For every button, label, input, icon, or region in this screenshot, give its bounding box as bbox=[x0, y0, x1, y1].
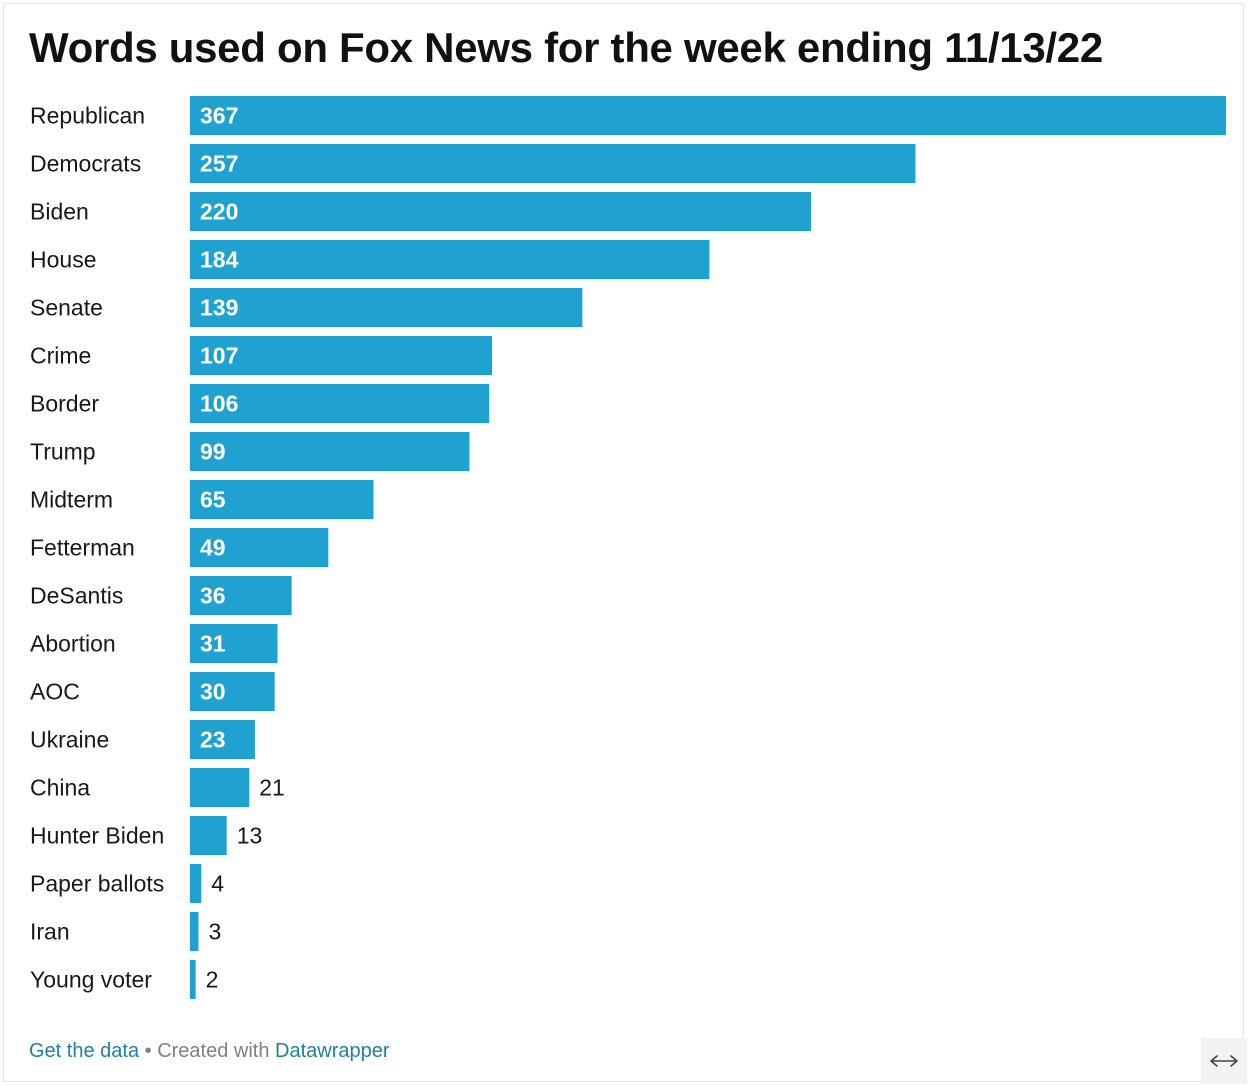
value-label-fetterman: 49 bbox=[200, 535, 226, 561]
bar-aoc bbox=[190, 672, 275, 711]
chart-footer: Get the data • Created with Datawrapper bbox=[29, 1040, 390, 1063]
value-label-desantis: 36 bbox=[200, 583, 226, 609]
category-label-republican: Republican bbox=[30, 103, 145, 129]
bar-ukraine bbox=[190, 720, 255, 759]
value-label-ukraine: 23 bbox=[200, 727, 226, 753]
bar-border bbox=[190, 384, 490, 423]
bar-crime bbox=[190, 336, 493, 375]
category-label-senate: Senate bbox=[30, 295, 103, 321]
category-label-young-voter: Young voter bbox=[30, 967, 152, 993]
value-label-paper-ballots: 4 bbox=[211, 871, 224, 897]
bar-desantis bbox=[190, 576, 292, 615]
bar-iran bbox=[190, 912, 199, 951]
value-label-aoc: 30 bbox=[200, 679, 226, 705]
category-label-hunter-biden: Hunter Biden bbox=[30, 823, 164, 849]
category-label-biden: Biden bbox=[30, 199, 89, 225]
chart-title: Words used on Fox News for the week endi… bbox=[29, 24, 1103, 71]
category-label-trump: Trump bbox=[30, 439, 96, 465]
expand-button[interactable] bbox=[1201, 1038, 1247, 1084]
bar-hunter-biden bbox=[190, 816, 227, 855]
expand-horizontal-icon bbox=[1210, 1055, 1238, 1067]
bar-fetterman bbox=[190, 528, 329, 567]
footer-separator: • Created with bbox=[139, 1040, 276, 1062]
value-label-republican: 367 bbox=[200, 103, 238, 129]
category-label-fetterman: Fetterman bbox=[30, 535, 135, 561]
category-label-paper-ballots: Paper ballots bbox=[30, 871, 164, 897]
bar-democrats bbox=[190, 144, 916, 183]
datawrapper-link[interactable]: Datawrapper bbox=[275, 1040, 390, 1062]
bar-senate bbox=[190, 288, 583, 327]
bar-republican bbox=[190, 96, 1226, 135]
value-label-iran: 3 bbox=[208, 919, 221, 945]
bar-chart: Republican 367 Democrats 257 Biden 220 House 18… bbox=[30, 96, 1226, 999]
value-label-hunter-biden: 13 bbox=[237, 823, 263, 849]
category-label-desantis: DeSantis bbox=[30, 583, 123, 609]
value-label-democrats: 257 bbox=[200, 151, 238, 177]
value-label-senate: 139 bbox=[200, 295, 238, 321]
value-label-border: 106 bbox=[200, 391, 238, 417]
bar-young-voter bbox=[190, 960, 196, 999]
category-label-china: China bbox=[30, 775, 90, 801]
bar-trump bbox=[190, 432, 470, 471]
value-label-biden: 220 bbox=[200, 199, 238, 225]
category-label-ukraine: Ukraine bbox=[30, 727, 109, 753]
category-label-crime: Crime bbox=[30, 343, 91, 369]
category-label-democrats: Democrats bbox=[30, 151, 141, 177]
category-label-house: House bbox=[30, 247, 96, 273]
category-label-aoc: AOC bbox=[30, 679, 80, 705]
value-label-abortion: 31 bbox=[200, 631, 226, 657]
category-label-abortion: Abortion bbox=[30, 631, 116, 657]
category-label-midterm: Midterm bbox=[30, 487, 113, 513]
value-label-house: 184 bbox=[200, 247, 239, 273]
bar-house bbox=[190, 240, 710, 279]
bar-paper-ballots bbox=[190, 864, 202, 903]
category-label-iran: Iran bbox=[30, 919, 70, 945]
value-label-crime: 107 bbox=[200, 343, 238, 369]
value-label-trump: 99 bbox=[200, 439, 226, 465]
bar-china bbox=[190, 768, 250, 807]
get-the-data-link[interactable]: Get the data bbox=[29, 1040, 140, 1062]
bar-biden bbox=[190, 192, 812, 231]
bar-midterm bbox=[190, 480, 374, 519]
chart-frame bbox=[3, 3, 1244, 1082]
value-label-midterm: 65 bbox=[200, 487, 226, 513]
value-label-young-voter: 2 bbox=[206, 967, 219, 993]
bar-abortion bbox=[190, 624, 278, 663]
category-label-border: Border bbox=[30, 391, 99, 417]
value-label-china: 21 bbox=[259, 775, 285, 801]
